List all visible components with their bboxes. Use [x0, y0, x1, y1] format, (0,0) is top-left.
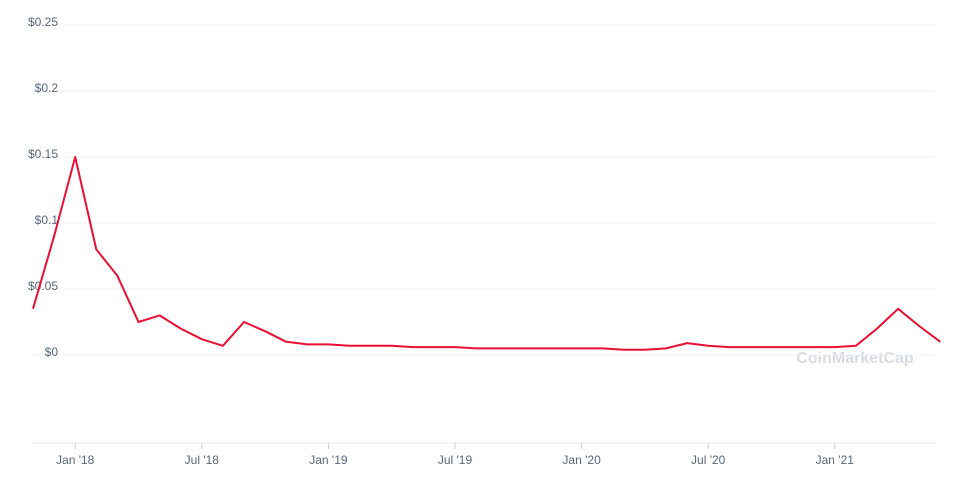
x-tick-label: Jan '19 [309, 453, 348, 467]
x-tick-label: Jan '20 [562, 453, 601, 467]
watermark: CoinMarketCap [796, 350, 914, 367]
x-tick-label: Jan '18 [56, 453, 95, 467]
x-tick-label: Jan '21 [816, 453, 855, 467]
y-tick-label: $0.25 [28, 15, 58, 29]
y-tick-label: $0.15 [28, 147, 58, 161]
x-tick-label: Jul '18 [185, 453, 220, 467]
y-tick-label: $0.05 [28, 279, 58, 293]
x-tick-label: Jul '19 [438, 453, 473, 467]
x-tick-label: Jul '20 [691, 453, 726, 467]
y-tick-label: $0.2 [35, 81, 59, 95]
price-line [32, 156, 941, 351]
y-tick-label: $0.1 [35, 213, 59, 227]
y-tick-label: $0 [45, 345, 59, 359]
